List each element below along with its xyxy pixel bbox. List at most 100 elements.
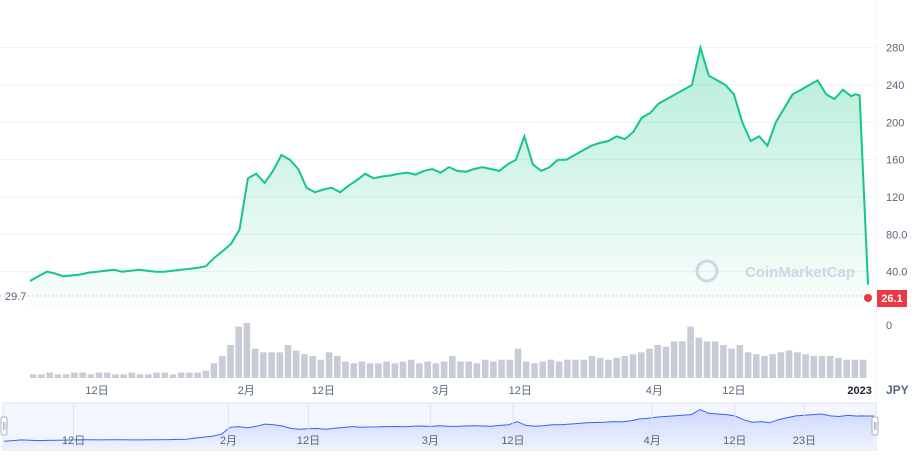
volume-bar — [753, 354, 760, 378]
volume-bar — [744, 352, 752, 378]
volume-bar — [859, 359, 867, 378]
navigator-left-handle[interactable] — [0, 416, 8, 436]
volume-bar — [292, 350, 300, 378]
navigator-tick-label: 3月 — [422, 435, 439, 447]
x-tick-label: 12日 — [312, 385, 335, 397]
volume-bar — [358, 361, 366, 378]
volume-bar — [843, 359, 850, 378]
volume-bar — [481, 359, 489, 378]
volume-bar — [720, 345, 727, 378]
volume-bar — [186, 372, 193, 378]
x-tick-label: 3月 — [432, 385, 449, 397]
x-tick-label: 12日 — [509, 385, 532, 397]
volume-bar — [547, 359, 555, 378]
volume-bar — [38, 374, 45, 378]
volume-bar — [457, 361, 464, 378]
volume-bar — [580, 359, 588, 378]
volume-bar — [317, 359, 325, 378]
volume-bar — [383, 361, 390, 378]
volume-bar — [498, 359, 505, 378]
volume-bar — [794, 352, 801, 378]
volume-bar — [596, 357, 604, 378]
current-price-dot — [864, 294, 872, 302]
volume-bar — [646, 348, 653, 378]
volume-bar — [629, 354, 637, 378]
volume-bar — [514, 348, 522, 378]
y-tick-label: 120 — [886, 192, 904, 204]
volume-bar — [835, 357, 842, 378]
navigator-line — [3, 408, 874, 442]
y-tick-label: 240 — [886, 80, 904, 92]
volume-bar — [621, 356, 629, 378]
volume-bar — [284, 345, 292, 378]
volume-bar — [711, 341, 719, 378]
volume-bar — [473, 363, 481, 378]
volume-bar — [777, 352, 785, 378]
price-line — [29, 43, 869, 285]
volume-bar — [235, 326, 242, 378]
volume-bar — [465, 361, 472, 378]
volume-bar — [613, 357, 620, 378]
start-price-label: 29.7 — [5, 291, 26, 303]
volume-bar — [95, 372, 103, 378]
volume-bar — [136, 374, 144, 378]
volume-bar — [219, 356, 226, 378]
volume-bar — [145, 374, 152, 378]
volume-bar — [761, 356, 768, 378]
y-tick-label: 160 — [886, 155, 904, 167]
volume-bar — [153, 372, 160, 378]
volume-bar — [71, 372, 78, 378]
navigator-tick-label: 12日 — [62, 435, 85, 447]
current-price-badge — [877, 290, 907, 307]
volume-bar — [679, 341, 686, 378]
volume-bar — [531, 363, 538, 378]
volume-bar — [662, 346, 670, 378]
volume-bar — [103, 372, 111, 378]
navigator-area — [4, 409, 874, 448]
volume-bar — [605, 359, 612, 378]
volume-bar — [736, 345, 744, 378]
volume-bar — [30, 374, 37, 378]
volume-bar — [169, 374, 177, 378]
watermark-logo-icon — [695, 259, 719, 283]
volume-bar — [325, 352, 333, 378]
volume-bar — [128, 372, 136, 378]
volume-bar — [120, 374, 127, 378]
volume-bar — [79, 372, 86, 378]
volume-bar — [54, 374, 62, 378]
volume-bar — [260, 352, 267, 378]
volume-bar — [769, 354, 776, 378]
volume-bar — [87, 374, 95, 378]
y-tick-label: 0 — [886, 320, 892, 332]
volume-bar — [695, 337, 703, 378]
navigator-tick-label: 12日 — [501, 435, 524, 447]
y-axis: 280 240 200 160 120 80.0 40.0 0 — [886, 43, 907, 332]
volume-bar — [194, 372, 201, 378]
volume-bar — [407, 359, 415, 378]
volume-bar — [440, 361, 448, 378]
x-tick-label: 2023 — [847, 385, 871, 397]
navigator-right-handle[interactable] — [871, 416, 879, 436]
volume-bar — [251, 348, 259, 378]
navigator-tick-label: 12日 — [297, 435, 320, 447]
y-tick-label: 280 — [886, 43, 904, 55]
currency-label: JPY — [886, 383, 909, 397]
volume-bar — [268, 352, 275, 378]
volume-bar — [334, 356, 341, 378]
x-axis: 12日 2月 12日 3月 12日 4月 12日 2023 — [85, 385, 871, 397]
volume-bar — [416, 363, 423, 378]
volume-bar — [301, 354, 308, 378]
volume-bar — [851, 359, 859, 378]
volume-bar — [449, 356, 456, 378]
y-tick-label: 40.0 — [886, 267, 907, 279]
volume-bar — [572, 359, 579, 378]
y-tick-label: 80.0 — [886, 229, 907, 241]
volume-bar — [826, 356, 834, 378]
volume-bar — [810, 356, 818, 378]
volume-bars — [30, 323, 867, 378]
x-tick-label: 4月 — [646, 385, 663, 397]
volume-bar — [46, 372, 53, 378]
navigator-tick-label: 12日 — [723, 435, 746, 447]
